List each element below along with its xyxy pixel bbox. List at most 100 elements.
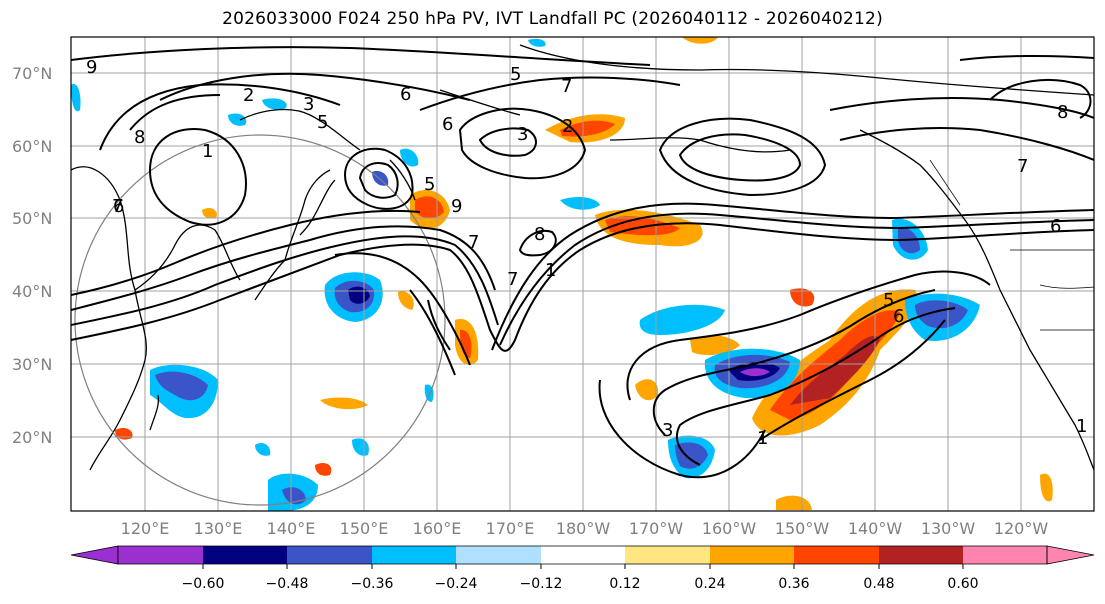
colorbar-tick-label: 0.12 [609,576,640,592]
lon-label: 160°E [413,519,462,538]
colorbar-tick-label: 0.60 [947,576,978,592]
contour-label: 2 [243,85,254,106]
lat-label: 30°N [12,355,52,374]
ivt-positive-area [398,291,414,310]
colorbar-segment [118,546,203,564]
ivt-positive-area [635,379,659,401]
ivt-negative-area [675,442,708,469]
ivt-negative-area [372,170,389,186]
ivt-positive-area [790,335,880,405]
contour-label: 5 [424,174,435,195]
lon-label: 130°E [194,519,243,538]
lon-label: 170°W [629,519,684,538]
ivt-positive-area [560,120,615,137]
contour-label: 6 [893,306,904,327]
contour-label: 5 [317,112,328,133]
ivt-negative-area [352,438,369,456]
graticule [71,37,1094,511]
ivt-positive-area [690,335,740,356]
contour-label: 3 [662,420,673,441]
colorbar-segment [287,546,372,564]
lon-label: 180°W [556,519,611,538]
colorbar-segment [710,546,794,564]
lon-label: 160°W [702,519,757,538]
contour-label: 6 [1050,216,1061,237]
contour-label: 6 [113,196,124,217]
colorbar-tick-label: 0.48 [863,576,894,592]
contour-label: 1 [757,428,768,449]
ivt-negative-area [740,368,770,377]
lon-label: 140°W [848,519,903,538]
radius-circle [74,134,446,506]
lon-label: 130°W [921,519,976,538]
colorbar-segment [456,546,541,564]
contour-label: 6 [442,114,453,135]
ivt-negative-area [639,304,725,335]
lat-label: 20°N [12,428,52,447]
ivt-positive-area [315,463,332,476]
colorbar-segment [541,546,625,564]
contour-label: 5 [883,290,894,311]
ivt-negative-area [528,38,546,47]
colorbar-segment [879,546,963,564]
latitude-labels: 70°N 60°N 50°N 40°N 30°N 20°N [12,64,52,447]
ivt-positive-area [682,37,718,44]
colorbar-segment [625,546,710,564]
contour-label: 7 [468,232,479,253]
contour-label: 6 [400,84,411,105]
colorbar-segment [794,546,879,564]
colorbar-ticks [202,564,964,569]
lat-label: 50°N [12,209,52,228]
colorbar-segment [963,546,1047,564]
colorbar-outline [117,545,1048,565]
longitude-labels: 120°E 130°E 140°E 150°E 160°E 170°E 180°… [121,519,1049,538]
ivt-positive-area [776,495,812,510]
colorbar-tick-label: −0.24 [435,576,478,592]
contour-label: 5 [510,64,521,85]
contour-label: 3 [517,124,528,145]
lat-label: 40°N [12,282,52,301]
ivt-negative-area [400,148,419,167]
pv-contour-labels: 9 8 1 7 2 3 5 6 7 5 7 3 6 5 9 8 7 2 1 1 … [86,57,1087,449]
contour-label: 9 [86,57,97,78]
figure-title: 2026033000 F024 250 hPa PV, IVT Landfall… [222,9,883,29]
ivt-positive-area [202,207,217,219]
colorbar-extend-high [1046,545,1095,565]
contour-label: 8 [534,224,545,245]
colorbar-tick-label: −0.48 [266,576,309,592]
ivt-positive-area [320,397,368,410]
lon-label: 150°W [775,519,830,538]
contour-label: 1 [1076,416,1087,437]
ivt-negative-area [255,443,271,456]
colorbar-tick-label: −0.36 [351,576,394,592]
ivt-negative-area [155,371,208,401]
lon-label: 140°E [267,519,316,538]
map-frame [70,36,1095,512]
contour-label: 7 [561,76,572,97]
contour-label: 7 [112,196,123,217]
colorbar-tick-label: 0.24 [694,576,725,592]
ivt-negative-area [262,98,287,110]
political-boundaries [929,159,1094,331]
colorbar-tick-label: −0.12 [520,576,563,592]
colorbar-tick-label: −0.60 [182,576,225,592]
colorbar-tick-label: 0.36 [778,576,809,592]
ivt-positive-area [460,329,472,358]
ivt-negative-area [560,197,600,210]
ivt-negative-area [71,84,81,112]
contour-label: 8 [1057,102,1068,123]
ivt-positive-area [1040,473,1053,502]
lon-label: 120°W [994,519,1049,538]
contour-label: 1 [202,141,213,162]
colorbar-segment [203,546,287,564]
lon-label: 120°E [121,519,170,538]
contour-label: 3 [303,94,314,115]
pv-contours [71,46,1094,479]
colorbar: −0.60 −0.48 −0.36 −0.24 −0.12 0.12 0.24 … [70,545,1095,592]
colorbar-segment [372,546,456,564]
contour-label: 9 [451,196,462,217]
lat-label: 70°N [12,64,52,83]
contour-label: 1 [545,260,556,281]
contour-label: 7 [1017,156,1028,177]
